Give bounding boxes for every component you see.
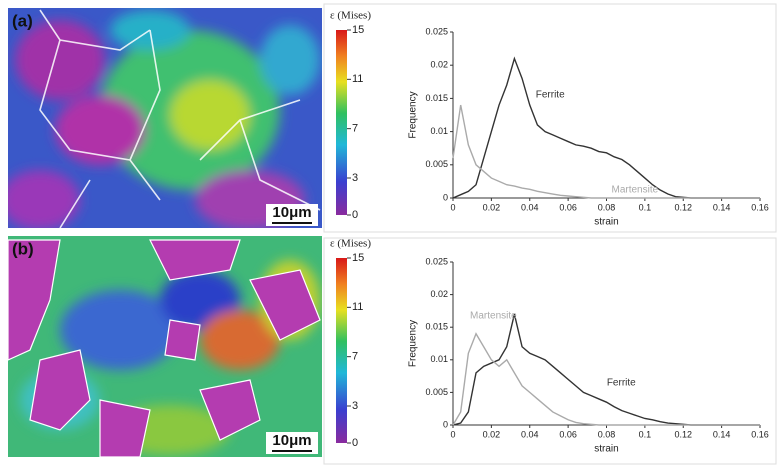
series-line xyxy=(452,313,760,426)
series-label: Martensite xyxy=(470,310,517,321)
x-tick-label: 0.16 xyxy=(751,202,769,212)
colorbar-tick-label: 11 xyxy=(352,73,363,85)
x-tick-label: 0.14 xyxy=(713,202,731,212)
x-tick-label: 0 xyxy=(450,429,455,439)
colorbar-tick-label: 7 xyxy=(352,351,358,363)
series-label: Martensite xyxy=(612,185,659,196)
colorbar-tick-label: 7 xyxy=(352,123,358,135)
x-tick-label: 0.1 xyxy=(639,429,652,439)
colorbar-tick-label: 0 xyxy=(352,437,358,449)
colorbar xyxy=(336,258,347,443)
panel-label: (b) xyxy=(12,239,34,258)
series-line xyxy=(452,104,760,199)
series-line xyxy=(452,332,760,426)
scale-bar: 10μm xyxy=(272,432,311,449)
colorbar-tick-label: 11 xyxy=(352,301,363,313)
y-tick-label: 0.005 xyxy=(425,159,448,169)
y-axis-label: Frequency xyxy=(408,320,419,367)
x-tick-label: 0.12 xyxy=(674,429,692,439)
colorbar-tick-label: 0 xyxy=(352,209,358,221)
colorbar-title: ε (Mises) xyxy=(330,238,371,250)
scale-bar-box xyxy=(266,432,318,454)
x-tick-label: 0.06 xyxy=(559,429,577,439)
x-tick-label: 0.04 xyxy=(521,429,539,439)
y-tick-label: 0.02 xyxy=(430,60,448,70)
y-tick-label: 0.015 xyxy=(425,93,448,103)
x-tick-label: 0.02 xyxy=(483,202,501,212)
x-tick-label: 0.02 xyxy=(483,429,501,439)
x-tick-label: 0.08 xyxy=(598,429,616,439)
x-tick-label: 0.12 xyxy=(674,202,692,212)
scale-bar: 10μm xyxy=(272,204,311,221)
y-tick-label: 0 xyxy=(443,419,448,429)
y-axis-label: Frequency xyxy=(408,91,419,138)
colorbar-tick-label: 15 xyxy=(352,252,364,264)
chart-frame xyxy=(323,237,777,465)
x-tick-label: 0.16 xyxy=(751,429,769,439)
series-label: Ferrite xyxy=(536,90,565,101)
y-tick-label: 0.01 xyxy=(430,126,448,136)
y-tick-label: 0 xyxy=(443,192,448,202)
x-axis-label: strain xyxy=(594,444,618,455)
colorbar-tick-label: 3 xyxy=(352,172,358,184)
x-axis-label: strain xyxy=(594,217,618,228)
x-tick-label: 0.1 xyxy=(639,202,652,212)
series-label: Ferrite xyxy=(607,378,636,389)
x-tick-label: 0.06 xyxy=(559,202,577,212)
y-tick-label: 0.015 xyxy=(425,322,448,332)
strain-map xyxy=(8,8,322,228)
x-tick-label: 0 xyxy=(450,202,455,212)
y-tick-label: 0.025 xyxy=(425,26,448,36)
y-tick-label: 0.01 xyxy=(430,354,448,364)
colorbar-tick-label: 3 xyxy=(352,400,358,412)
chart-frame xyxy=(323,3,777,233)
x-tick-label: 0.08 xyxy=(598,202,616,212)
series-line xyxy=(452,56,760,199)
x-tick-label: 0.14 xyxy=(713,429,731,439)
y-tick-label: 0.025 xyxy=(425,256,448,266)
x-tick-label: 0.04 xyxy=(521,202,539,212)
colorbar xyxy=(336,30,347,215)
colorbar-tick-label: 15 xyxy=(352,24,364,36)
strain-map xyxy=(8,236,322,457)
y-tick-label: 0.02 xyxy=(430,289,448,299)
colorbar-title: ε (Mises) xyxy=(330,10,371,22)
y-tick-label: 0.005 xyxy=(425,387,448,397)
panel-label: (a) xyxy=(12,11,33,30)
scale-bar-box xyxy=(266,204,318,226)
